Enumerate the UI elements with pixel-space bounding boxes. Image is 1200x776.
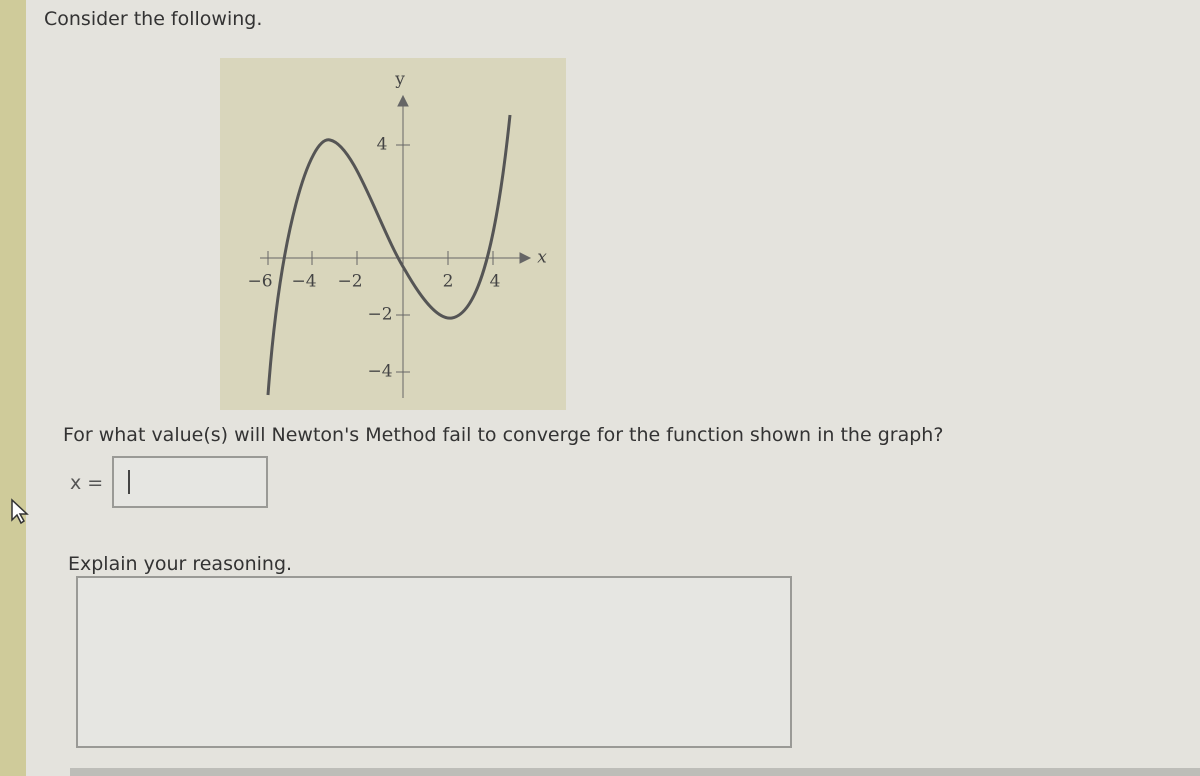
x-tick-label: −4 (291, 272, 316, 292)
explain-label: Explain your reasoning. (68, 553, 293, 575)
prompt: Consider the following. (44, 8, 263, 30)
y-tick-label: −4 (367, 362, 392, 382)
axes (260, 94, 532, 398)
answer-label: x = (70, 472, 104, 494)
question: For what value(s) will Newton's Method f… (63, 424, 944, 446)
text-cursor (128, 470, 130, 494)
x-tick-label: −2 (337, 272, 362, 292)
bottom-bar (70, 768, 1200, 776)
answer-input[interactable] (112, 456, 268, 508)
x-tick-label: −6 (247, 272, 272, 292)
y-tick-label: −2 (367, 305, 392, 325)
y-tick-label: 4 (377, 135, 388, 155)
graph: y x −6 −4 −2 2 4 4 −2 −4 (220, 58, 566, 410)
x-tick-label: 4 (490, 272, 501, 292)
x-tick-label: 2 (443, 272, 454, 292)
x-axis-label: x (537, 248, 547, 268)
side-strip (0, 0, 26, 776)
y-axis-label: y (394, 70, 405, 90)
mouse-pointer (11, 498, 29, 525)
function-curve (266, 114, 512, 396)
explain-textarea[interactable] (76, 576, 792, 748)
